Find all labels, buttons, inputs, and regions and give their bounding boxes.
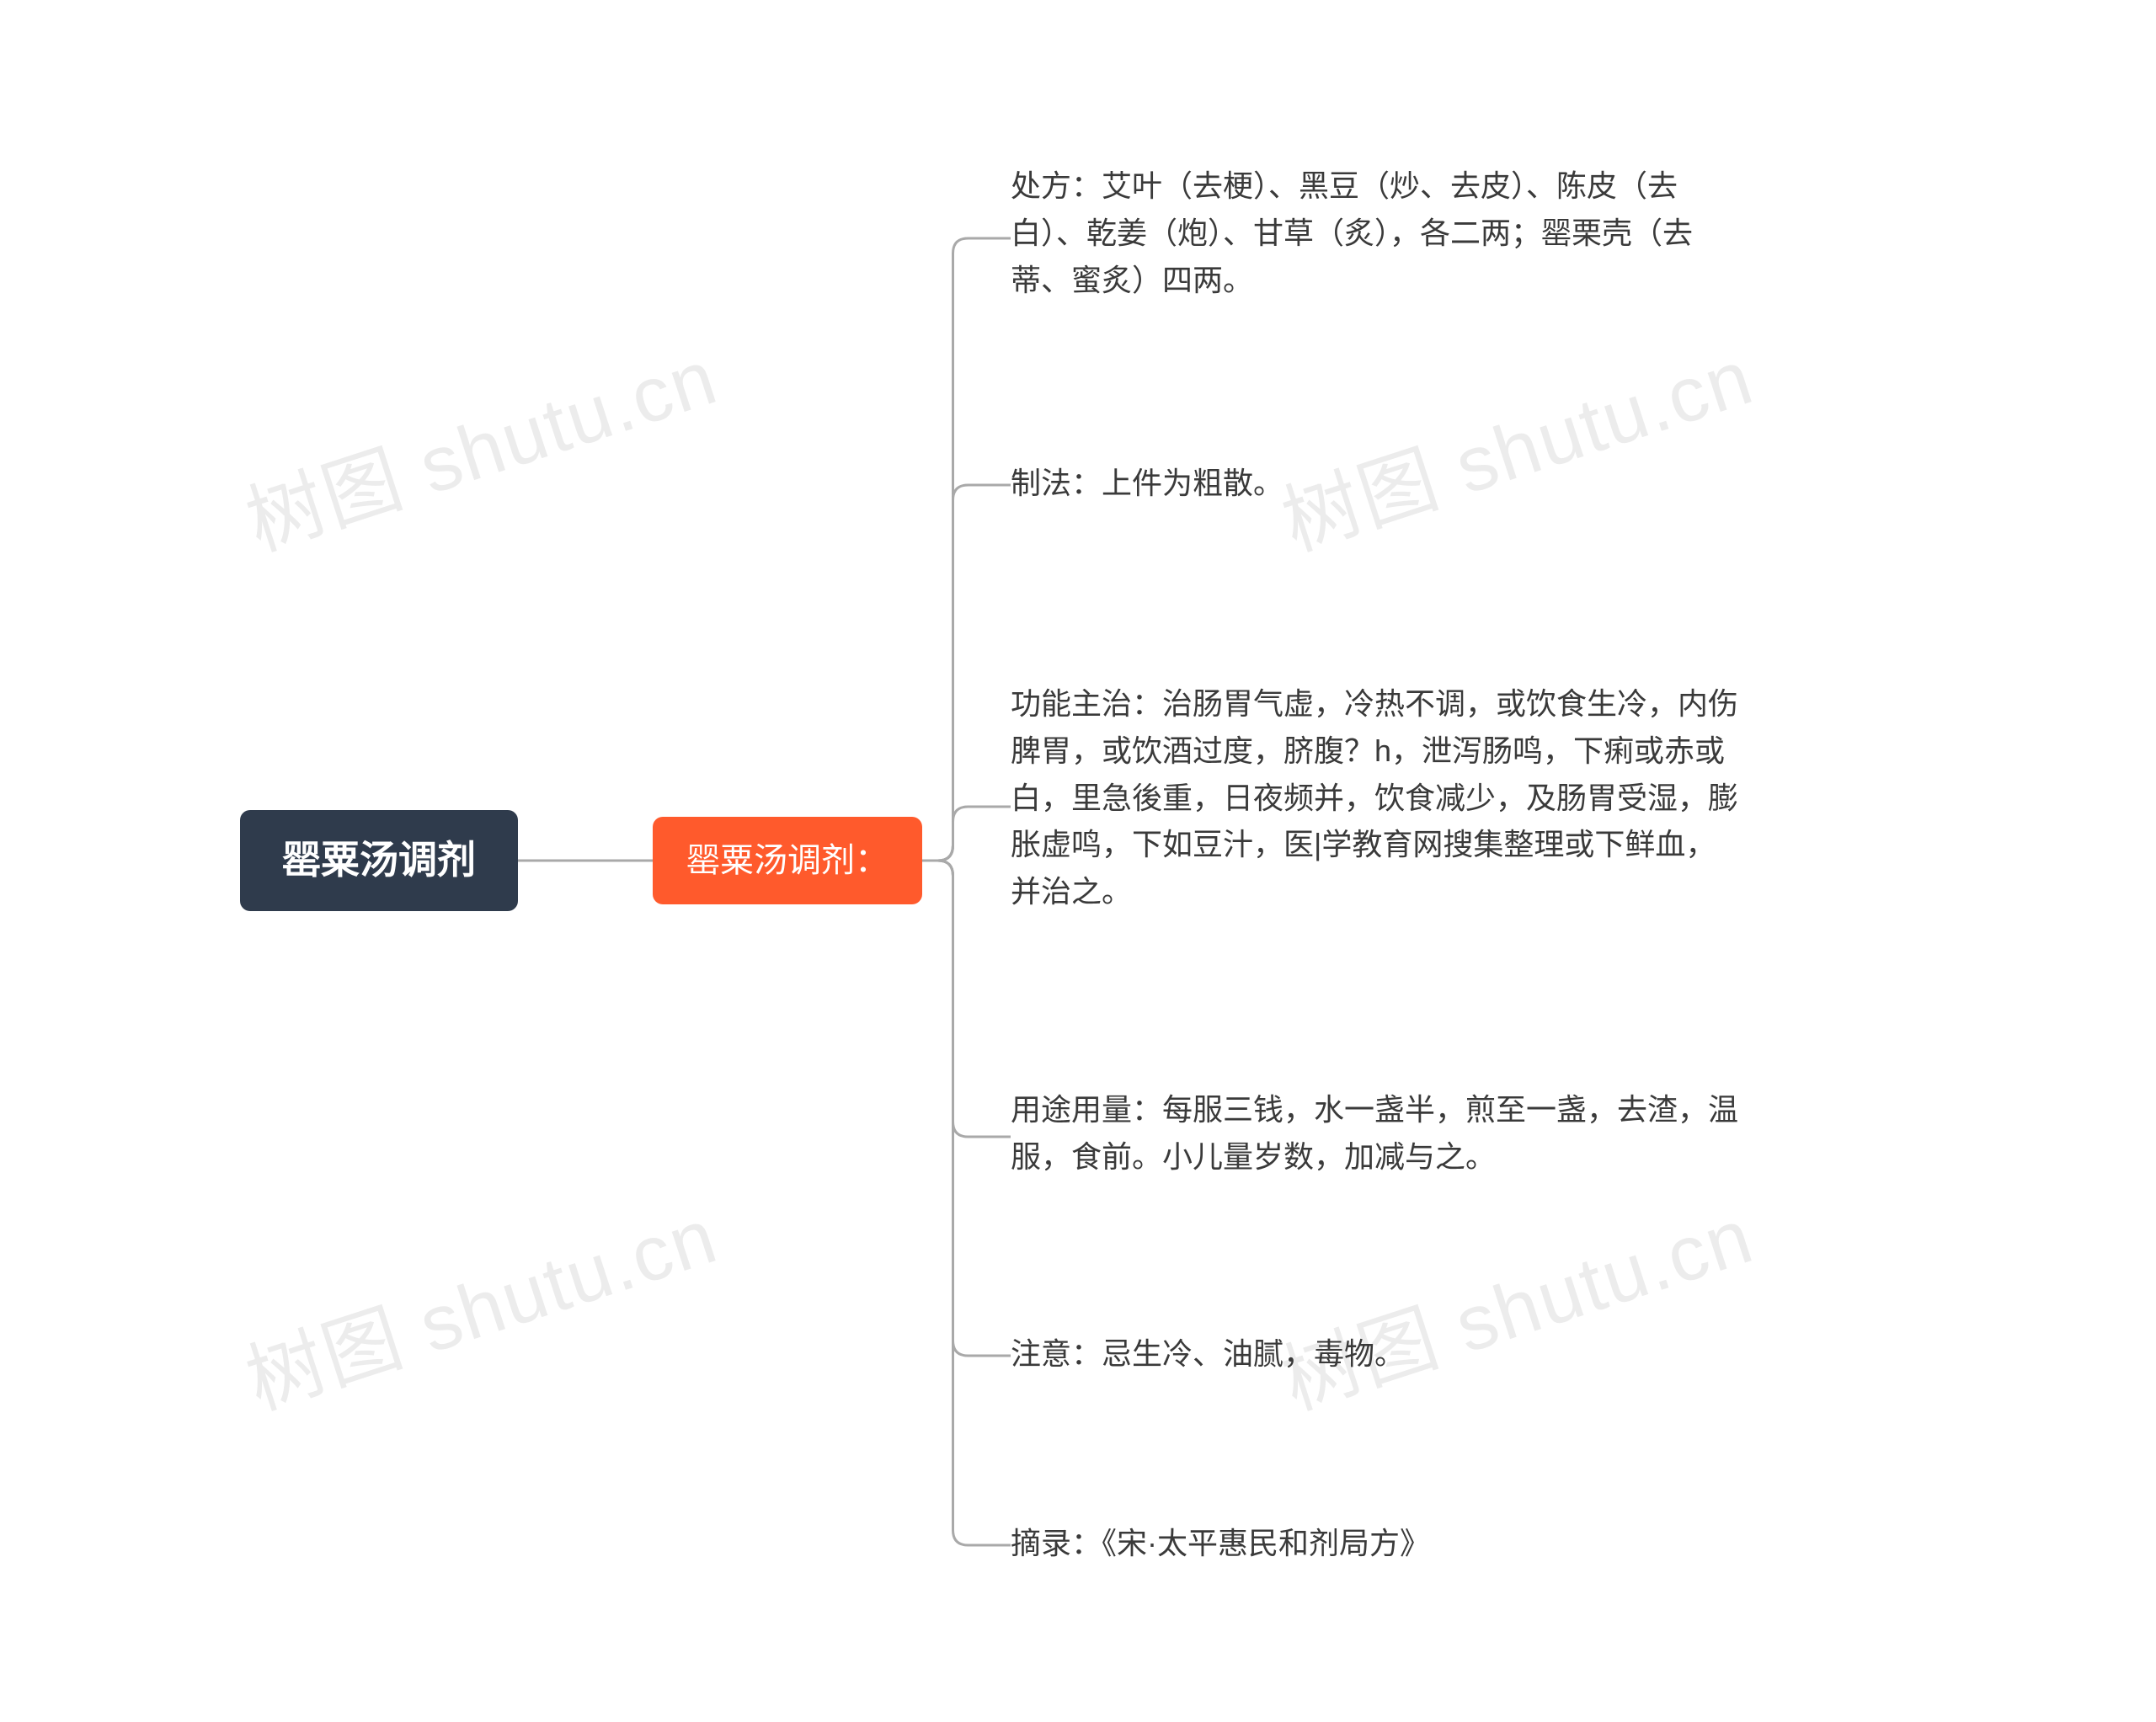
sub-node-label: 罂粟汤调剂： [686, 834, 889, 887]
leaf-prescription[interactable]: 处方：艾叶（去梗）、黑豆（炒、去皮）、陈皮（去白）、乾姜（炮）、甘草（炙），各二… [1011, 163, 1743, 303]
watermark-text: 树图 shutu.cn [237, 1193, 728, 1426]
watermark: 树图 shutu.cn [231, 315, 729, 573]
watermark-text: 树图 shutu.cn [237, 334, 728, 567]
leaf-label: 摘录：《宋·太平惠民和剂局方》 [1011, 1520, 1430, 1567]
leaf-label: 功能主治：治肠胃气虚，冷热不调，或饮食生冷，内伤脾胃，或饮酒过度，脐腹？h，泄泻… [1011, 680, 1743, 915]
sub-node[interactable]: 罂粟汤调剂： [653, 817, 922, 904]
root-node-label: 罂粟汤调剂 [282, 830, 476, 890]
leaf-dosage[interactable]: 用途用量：每服三钱，水一盏半，煎至一盏，去渣，温服，食前。小儿量岁数，加减与之。 [1011, 1086, 1743, 1181]
leaf-caution[interactable]: 注意：忌生冷、油腻，毒物。 [1011, 1330, 1743, 1378]
leaf-label: 制法：上件为粗散。 [1011, 460, 1283, 507]
leaf-label: 处方：艾叶（去梗）、黑豆（炒、去皮）、陈皮（去白）、乾姜（炮）、甘草（炙），各二… [1011, 163, 1743, 303]
watermark: 树图 shutu.cn [1267, 1174, 1765, 1431]
root-node[interactable]: 罂粟汤调剂 [240, 810, 518, 911]
watermark: 树图 shutu.cn [1267, 315, 1765, 573]
leaf-indications[interactable]: 功能主治：治肠胃气虚，冷热不调，或饮食生冷，内伤脾胃，或饮酒过度，脐腹？h，泄泻… [1011, 680, 1743, 915]
leaf-label: 注意：忌生冷、油腻，毒物。 [1011, 1330, 1405, 1378]
watermark: 树图 shutu.cn [231, 1174, 729, 1431]
mindmap-canvas: { "watermark": { "text": "树图 shutu.cn", … [0, 0, 2156, 1722]
watermark-text: 树图 shutu.cn [1273, 334, 1764, 567]
leaf-label: 用途用量：每服三钱，水一盏半，煎至一盏，去渣，温服，食前。小儿量岁数，加减与之。 [1011, 1086, 1743, 1181]
watermark-text: 树图 shutu.cn [1273, 1193, 1764, 1426]
leaf-source[interactable]: 摘录：《宋·太平惠民和剂局方》 [1011, 1520, 1743, 1567]
leaf-preparation[interactable]: 制法：上件为粗散。 [1011, 460, 1743, 507]
